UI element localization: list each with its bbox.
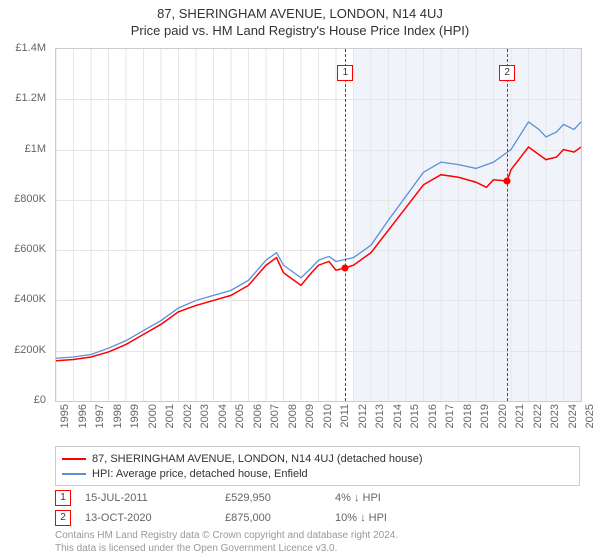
- tx-price-1: £529,950: [225, 492, 335, 504]
- table-row: 2 13-OCT-2020 £875,000 10% ↓ HPI: [55, 508, 580, 528]
- legend: 87, SHERINGHAM AVENUE, LONDON, N14 4UJ (…: [55, 446, 580, 486]
- chart-subtitle: Price paid vs. HM Land Registry's House …: [0, 21, 600, 42]
- footer: Contains HM Land Registry data © Crown c…: [55, 530, 580, 555]
- legend-label-series1: 87, SHERINGHAM AVENUE, LONDON, N14 4UJ (…: [92, 453, 423, 465]
- x-axis-labels: 1995199619971998199920002001200220032004…: [55, 404, 580, 444]
- tx-price-2: £875,000: [225, 512, 335, 524]
- legend-row-series1: 87, SHERINGHAM AVENUE, LONDON, N14 4UJ (…: [62, 451, 573, 466]
- chart-container: 87, SHERINGHAM AVENUE, LONDON, N14 4UJ P…: [0, 0, 600, 560]
- tx-date-2: 13-OCT-2020: [85, 512, 225, 524]
- legend-row-series2: HPI: Average price, detached house, Enfi…: [62, 466, 573, 481]
- tx-marker-1: 1: [55, 490, 71, 506]
- legend-label-series2: HPI: Average price, detached house, Enfi…: [92, 468, 308, 480]
- tx-delta-1: 4% ↓ HPI: [335, 492, 435, 504]
- tx-marker-2: 2: [55, 510, 71, 526]
- y-axis-labels: £0£200K£400K£600K£800K£1M£1.2M£1.4M: [0, 48, 50, 400]
- footer-line1: Contains HM Land Registry data © Crown c…: [55, 530, 580, 543]
- plot-area: 12: [55, 48, 582, 402]
- tx-date-1: 15-JUL-2011: [85, 492, 225, 504]
- line-chart-svg: [56, 49, 581, 401]
- transactions-table: 1 15-JUL-2011 £529,950 4% ↓ HPI 2 13-OCT…: [55, 488, 580, 528]
- table-row: 1 15-JUL-2011 £529,950 4% ↓ HPI: [55, 488, 580, 508]
- legend-swatch-blue: [62, 473, 86, 475]
- footer-line2: This data is licensed under the Open Gov…: [55, 543, 580, 556]
- tx-delta-2: 10% ↓ HPI: [335, 512, 435, 524]
- legend-swatch-red: [62, 458, 86, 460]
- chart-title: 87, SHERINGHAM AVENUE, LONDON, N14 4UJ: [0, 0, 600, 21]
